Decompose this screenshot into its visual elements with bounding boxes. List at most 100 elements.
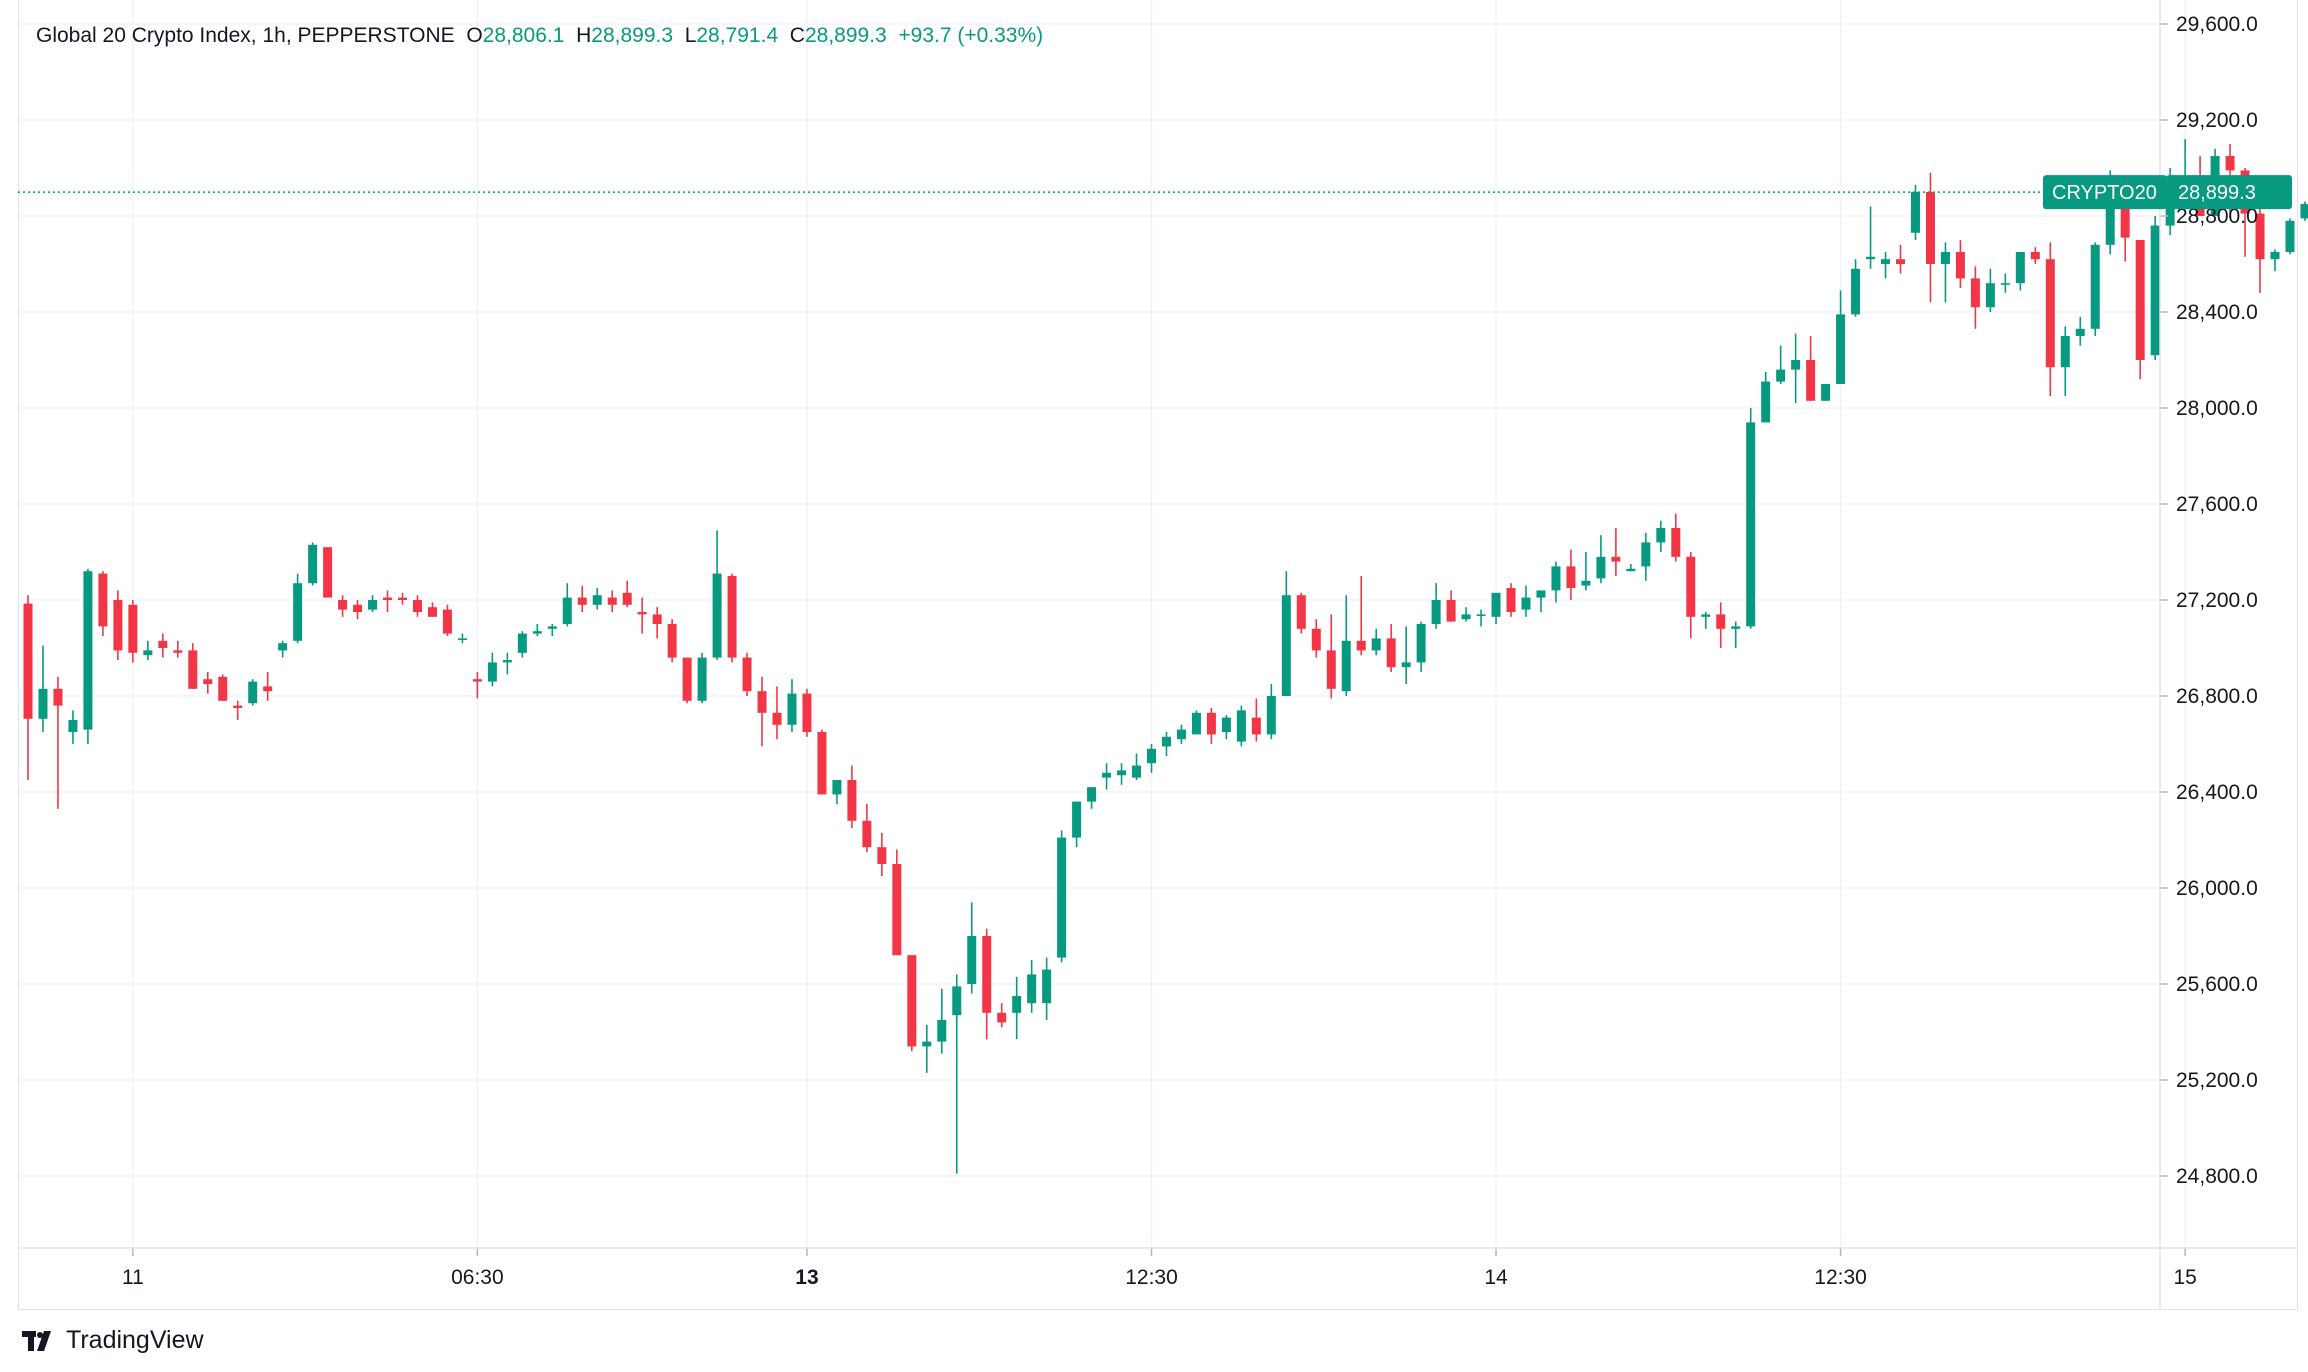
candle[interactable] <box>1371 628 1381 656</box>
candle[interactable] <box>128 600 138 663</box>
candle[interactable] <box>2270 249 2280 272</box>
candle[interactable] <box>1117 763 1127 785</box>
candle[interactable] <box>1057 830 1067 963</box>
candle[interactable] <box>592 588 602 610</box>
candle[interactable] <box>368 595 378 612</box>
candle[interactable] <box>922 1024 932 1073</box>
candle[interactable] <box>1506 583 1516 617</box>
candle[interactable] <box>1446 590 1456 622</box>
candle[interactable] <box>1596 535 1606 584</box>
candle[interactable] <box>427 602 437 617</box>
candle[interactable] <box>1042 957 1052 1020</box>
candle[interactable] <box>847 765 857 828</box>
candle[interactable] <box>338 595 348 617</box>
candle[interactable] <box>412 595 422 617</box>
candle[interactable] <box>1955 240 1965 288</box>
candle[interactable] <box>1806 336 1816 401</box>
candle[interactable] <box>1536 590 1546 612</box>
candle[interactable] <box>1311 619 1321 658</box>
candle[interactable] <box>1461 607 1471 622</box>
candle[interactable] <box>1027 960 1037 1013</box>
candle[interactable] <box>1731 621 1741 648</box>
candle[interactable] <box>787 679 797 732</box>
candle[interactable] <box>457 633 467 644</box>
candle[interactable] <box>1102 763 1112 790</box>
candle[interactable] <box>1551 561 1561 603</box>
candle[interactable] <box>98 571 108 636</box>
candle[interactable] <box>2000 273 2010 293</box>
candle[interactable] <box>877 832 887 876</box>
candle[interactable] <box>562 583 572 627</box>
candle[interactable] <box>1236 705 1246 747</box>
candle[interactable] <box>757 676 767 747</box>
candle[interactable] <box>1656 520 1666 552</box>
candle[interactable] <box>742 652 752 696</box>
candle[interactable] <box>637 597 647 634</box>
candle[interactable] <box>442 604 452 636</box>
candle[interactable] <box>143 640 153 660</box>
candle[interactable] <box>248 679 258 706</box>
candle[interactable] <box>667 619 677 663</box>
candle[interactable] <box>1281 571 1291 696</box>
candle[interactable] <box>967 902 977 994</box>
candle[interactable] <box>772 686 782 740</box>
candle[interactable] <box>502 652 512 675</box>
candle[interactable] <box>1161 732 1171 756</box>
symbol-title[interactable]: Global 20 Crypto Index, 1h, PEPPERSTONE <box>36 24 455 47</box>
candle[interactable] <box>2045 242 2055 396</box>
candle[interactable] <box>113 590 123 660</box>
candle[interactable] <box>23 595 33 780</box>
candle[interactable] <box>323 547 333 598</box>
candle[interactable] <box>1851 259 1861 317</box>
candle[interactable] <box>1716 602 1726 648</box>
candle[interactable] <box>1431 583 1441 629</box>
candle[interactable] <box>1671 513 1681 562</box>
candle[interactable] <box>1326 614 1336 699</box>
candle[interactable] <box>682 657 692 704</box>
tradingview-logo[interactable]: TradingView <box>22 1326 204 1355</box>
candle[interactable] <box>1866 206 1876 269</box>
candle[interactable] <box>1686 552 1696 639</box>
candle[interactable] <box>2030 247 2040 264</box>
candle[interactable] <box>472 672 482 699</box>
candle[interactable] <box>2150 216 2160 360</box>
candle[interactable] <box>1416 621 1426 672</box>
candle[interactable] <box>68 710 78 744</box>
candle[interactable] <box>2075 316 2085 346</box>
candle[interactable] <box>1087 787 1097 809</box>
candle[interactable] <box>1626 564 1636 572</box>
candle[interactable] <box>997 1003 1007 1028</box>
candle[interactable] <box>1910 184 1920 240</box>
candle[interactable] <box>652 607 662 639</box>
candle[interactable] <box>817 729 827 795</box>
candle[interactable] <box>1251 698 1261 742</box>
candle[interactable] <box>532 624 542 636</box>
candle[interactable] <box>697 652 707 704</box>
candle[interactable] <box>727 573 737 663</box>
candle[interactable] <box>607 590 617 612</box>
candle[interactable] <box>1147 744 1156 773</box>
candle[interactable] <box>2285 218 2295 255</box>
candle[interactable] <box>832 780 842 804</box>
candle[interactable] <box>1746 408 1756 629</box>
candle[interactable] <box>517 631 527 658</box>
candle[interactable] <box>1776 345 1786 384</box>
candle[interactable] <box>577 585 587 612</box>
candle[interactable] <box>1641 532 1651 581</box>
candle[interactable] <box>937 988 947 1054</box>
candlestick-chart[interactable]: 24,800.0 25,200.0 25,600.0 26,000.0 26,400.0… <box>0 0 2308 1310</box>
candle[interactable] <box>278 640 288 658</box>
candle[interactable] <box>1386 624 1396 672</box>
candle[interactable] <box>892 849 902 956</box>
candle[interactable] <box>1296 592 1306 634</box>
candle[interactable] <box>487 652 497 687</box>
candle[interactable] <box>982 928 992 1040</box>
candle[interactable] <box>2255 206 2265 293</box>
candle[interactable] <box>1521 585 1531 617</box>
candle[interactable] <box>263 672 273 701</box>
candle[interactable] <box>233 700 243 720</box>
candle[interactable] <box>712 530 722 660</box>
candle[interactable] <box>38 645 48 732</box>
candle[interactable] <box>1476 609 1486 627</box>
candle[interactable] <box>398 592 407 605</box>
